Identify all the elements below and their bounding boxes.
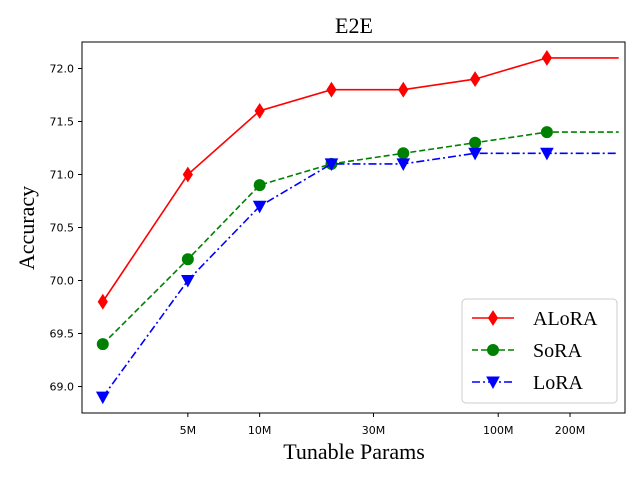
data-point-sora [469,136,482,149]
y-tick-label: 70.0 [50,275,75,288]
data-point-lora [468,147,482,161]
data-point-sora [253,179,266,192]
data-point-sora [96,338,109,351]
y-tick-label: 71.0 [50,169,75,182]
y-axis-label: Accuracy [14,186,39,270]
series-line-lora [102,152,619,398]
legend-label: ALoRA [533,308,598,330]
series-lora [95,147,619,405]
legend-swatch-marker [486,376,500,390]
y-tick-label: 69.5 [50,328,75,341]
data-point-lora [540,147,554,161]
legend-entry-sora: SoRA [472,340,582,362]
data-point-alora [470,71,481,88]
data-point-lora [95,391,110,405]
legend-box [461,298,618,404]
data-point-alora [398,81,409,98]
legend-label: SoRA [533,340,582,362]
data-point-lora [252,200,267,214]
data-point-sora [181,253,194,266]
series-line-alora [102,57,619,303]
data-point-lora [396,158,411,171]
series-line-sora [102,131,619,345]
data-point-lora [324,158,339,171]
legend-swatch-marker [487,310,499,326]
legend-swatch-marker [487,344,499,356]
x-tick-label: 200M [555,424,586,437]
data-point-lora [181,275,195,288]
legend-entry-alora: ALoRA [472,308,598,330]
x-axis: 5M 10M 30M 100M 200M [180,413,586,437]
chart-title: E2E [335,13,373,38]
y-axis: 69.0 69.5 70.0 70.5 71.0 71.5 72.0 [50,63,82,394]
y-tick-label: 72.0 [50,63,75,76]
y-tick-label: 71.5 [50,116,75,129]
x-tick-label: 5M [180,424,197,437]
x-tick-label: 30M [362,424,386,437]
data-point-alora [97,293,108,310]
y-tick-label: 69.0 [50,381,75,394]
legend: ALoRA SoRA LoRA [461,298,618,404]
x-axis-label: Tunable Params [283,439,425,464]
x-tick-label: 10M [248,424,272,437]
data-point-sora [540,126,553,139]
data-point-alora [254,102,265,119]
series-alora [97,49,619,310]
data-point-sora [397,147,410,160]
y-tick-label: 70.5 [50,222,75,235]
legend-entry-lora: LoRA [472,372,584,394]
legend-label: LoRA [533,372,584,394]
data-point-alora [541,49,553,66]
data-point-alora [326,81,337,98]
plot-area [95,49,619,405]
data-point-alora [182,166,193,183]
x-tick-label: 100M [483,424,514,437]
